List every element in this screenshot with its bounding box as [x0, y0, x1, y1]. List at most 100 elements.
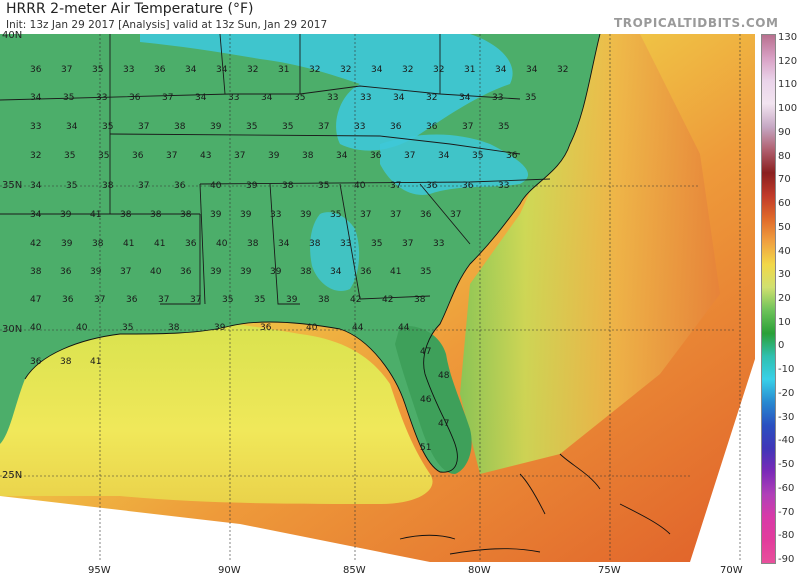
- colorbar-tick-label: 20: [778, 293, 791, 304]
- temperature-map: 36 37 35 33 36 34 34 32 31 32 32 34 32 32 31 34 34 32 34 35…: [0, 34, 760, 562]
- station-temp-label: 38: [120, 210, 132, 220]
- station-temp-label: 37: [166, 151, 177, 161]
- init-subtitle: Init: 13z Jan 29 2017 [Analysis] valid a…: [6, 19, 328, 31]
- gulf-of-mexico: [0, 319, 433, 504]
- station-temp-label: 43: [200, 151, 211, 161]
- colorbar-tick-label: -30: [778, 411, 795, 423]
- station-temp-label: 37: [190, 295, 201, 305]
- station-temp-label: 38: [102, 181, 114, 191]
- station-temp-label: 36: [60, 267, 72, 277]
- coastlines: [24, 34, 671, 555]
- lat-label-25n: 25N: [2, 470, 23, 481]
- station-temp-label: 39: [300, 210, 312, 220]
- station-temp-label: 36: [129, 93, 141, 103]
- station-temp-label: 36: [30, 65, 42, 75]
- station-temp-label: 34: [336, 151, 348, 161]
- station-temp-label: 35: [330, 210, 341, 220]
- station-temp-label: 39: [90, 267, 102, 277]
- station-temp-label: 36: [420, 210, 432, 220]
- lat-label-40n: 40N: [2, 30, 23, 41]
- station-temp-label: 39: [240, 210, 252, 220]
- station-temp-label: 35: [66, 181, 77, 191]
- station-temp-label: 34: [438, 151, 450, 161]
- station-temp-label: 39: [286, 295, 298, 305]
- station-temp-label: 40: [306, 323, 318, 333]
- station-temp-label: 37: [234, 151, 245, 161]
- station-temp-label: 34: [371, 65, 383, 75]
- station-temp-label: 35: [98, 151, 109, 161]
- station-temp-label: 35: [102, 122, 113, 132]
- station-temp-label: 39: [210, 122, 222, 132]
- station-temp-label: 38: [60, 357, 72, 367]
- station-temp-label: 38: [309, 239, 321, 249]
- station-temp-label: 36: [62, 295, 74, 305]
- colorbar-tick-label: -80: [778, 530, 795, 542]
- station-temp-label: 38: [414, 295, 426, 305]
- station-temp-label: 34: [261, 93, 273, 103]
- station-temp-label: 33: [498, 181, 509, 191]
- lon-label-70w: 70W: [720, 565, 743, 576]
- colorbar-tick-label: -90: [778, 554, 795, 565]
- station-temp-label: 35: [498, 122, 509, 132]
- station-temp-label: 35: [122, 323, 133, 333]
- station-temp-label: 32: [247, 65, 258, 75]
- station-temp-label: 36: [426, 122, 438, 132]
- station-temp-label: 33: [96, 93, 107, 103]
- station-temp-label: 48: [438, 371, 450, 381]
- station-temp-label: 40: [76, 323, 88, 333]
- station-temp-label: 40: [354, 181, 366, 191]
- colorbar-tick-label: 90: [778, 126, 791, 138]
- station-temp-label: 34: [495, 65, 507, 75]
- colorbar-tick-label: -50: [778, 459, 795, 471]
- station-temp-label: 37: [138, 181, 149, 191]
- colorbar-tick-label: 10: [778, 316, 791, 328]
- cold-region-north: [140, 34, 513, 151]
- station-temp-label: 32: [557, 65, 568, 75]
- station-temp-label: 39: [60, 210, 72, 220]
- station-temp-label: 35: [472, 151, 483, 161]
- station-temp-label: 36: [370, 151, 382, 161]
- lon-label-75w: 75W: [598, 565, 621, 576]
- station-temp-label: 38: [30, 267, 42, 277]
- station-temp-label: 32: [340, 65, 351, 75]
- station-temp-label: 39: [210, 210, 222, 220]
- station-temp-label: 32: [426, 93, 437, 103]
- state-boundaries: [0, 34, 551, 305]
- station-temp-label: 40: [150, 267, 162, 277]
- station-temp-label: 47: [420, 347, 431, 357]
- station-temp-label: 33: [30, 122, 41, 132]
- station-temp-label: 41: [390, 267, 401, 277]
- station-temp-label: 38: [300, 267, 312, 277]
- station-temp-label: 37: [61, 65, 72, 75]
- station-temp-label: 37: [462, 122, 473, 132]
- station-temp-label: 35: [318, 181, 329, 191]
- colorbar-tick-label: 130: [778, 32, 798, 43]
- colorbar-tick-label: -10: [778, 364, 795, 376]
- brand-watermark: TROPICALTIDBITS.COM: [614, 16, 779, 30]
- station-temp-label: 35: [294, 93, 305, 103]
- station-temp-label: 35: [525, 93, 536, 103]
- station-temp-label: 35: [254, 295, 265, 305]
- lat-label-35n: 35N: [2, 180, 23, 191]
- station-temp-label: 34: [66, 122, 78, 132]
- colorbar-tick-label: 40: [778, 245, 791, 257]
- lon-label-90w: 90W: [218, 565, 241, 576]
- station-temp-label: 46: [420, 395, 432, 405]
- station-temp-label: 44: [398, 323, 410, 333]
- station-temp-label: 33: [354, 122, 365, 132]
- station-temp-label: 34: [459, 93, 471, 103]
- colorbar-tick-label: 30: [778, 269, 791, 281]
- lon-label-85w: 85W: [343, 565, 366, 576]
- station-temp-label: 42: [30, 239, 41, 249]
- station-temp-label: 41: [90, 357, 101, 367]
- station-temp-label: 51: [420, 443, 431, 453]
- station-temp-label: 35: [222, 295, 233, 305]
- station-temp-label: 33: [123, 65, 134, 75]
- station-temp-label: 35: [63, 93, 74, 103]
- station-temp-label: 36: [30, 357, 42, 367]
- station-temp-label: 38: [168, 323, 180, 333]
- colorbar-tick-label: -20: [778, 387, 795, 399]
- station-temp-label: 38: [282, 181, 294, 191]
- station-temp-label: 36: [462, 181, 474, 191]
- station-temp-label: 35: [64, 151, 75, 161]
